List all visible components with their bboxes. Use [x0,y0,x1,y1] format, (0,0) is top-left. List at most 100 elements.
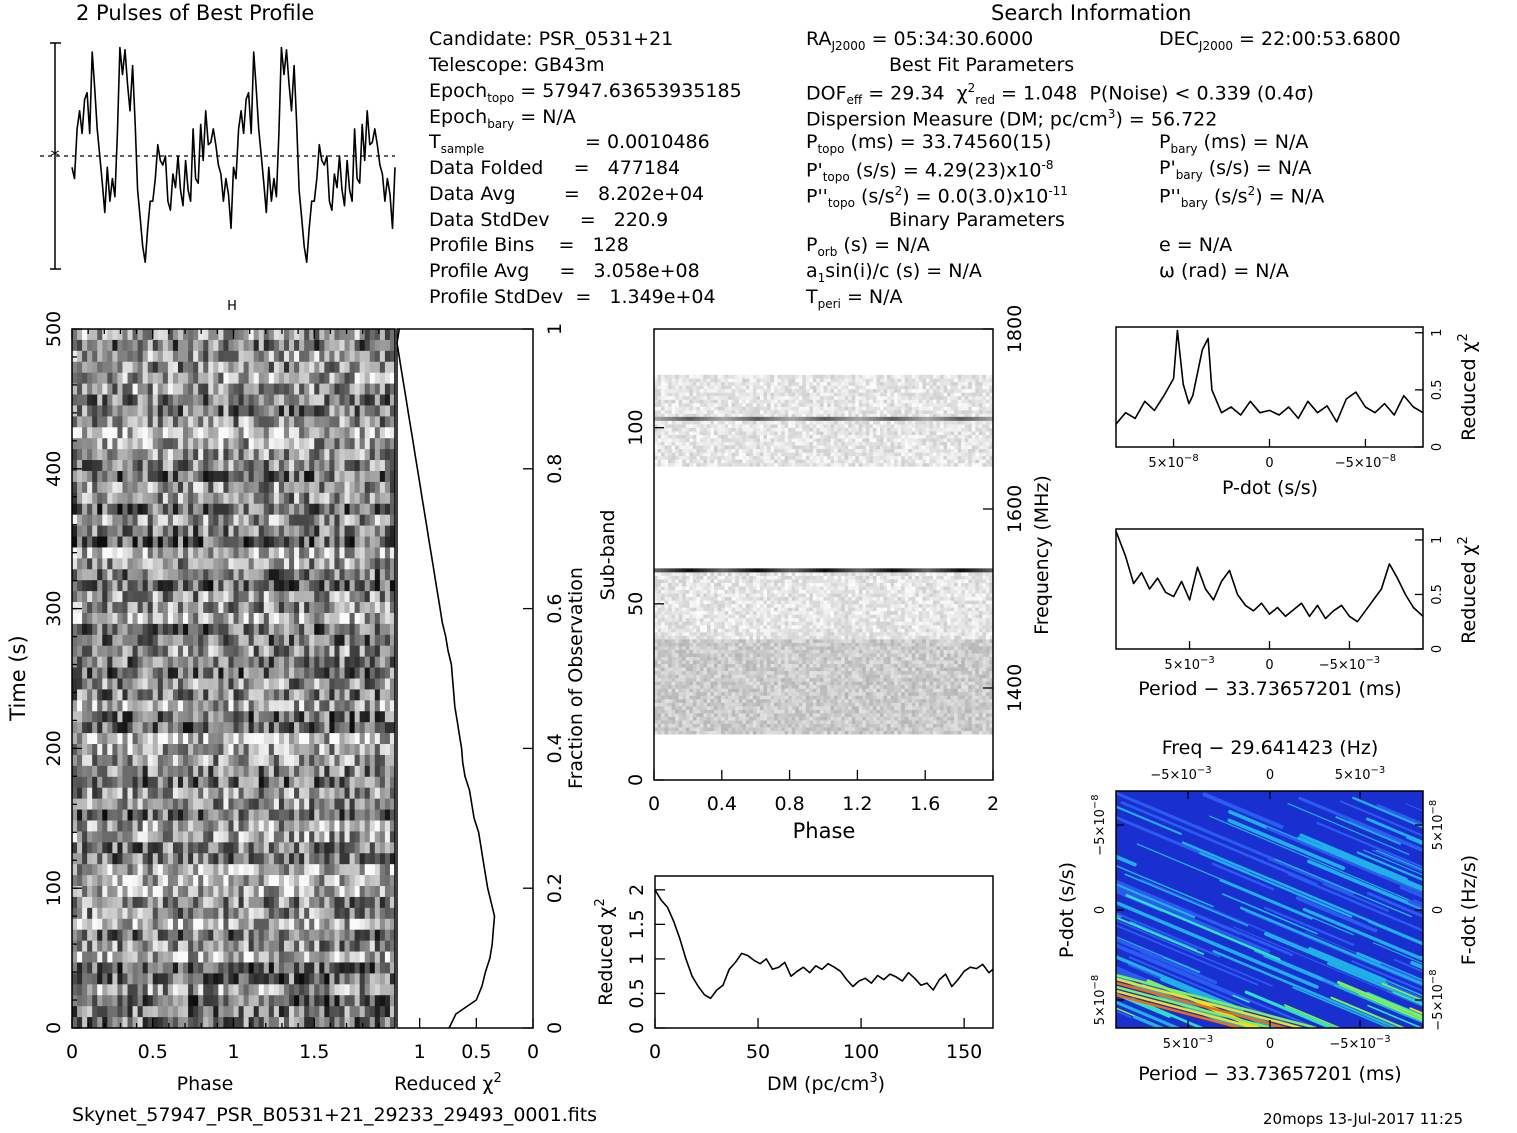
subband-cell [989,727,994,731]
time-phase-cell [172,798,179,810]
time-phase-cell [198,383,204,395]
time-phase-cell [193,951,199,963]
time-phase-cell [82,831,88,843]
subband-cell [862,727,867,731]
time-phase-cell [369,394,376,406]
subband-cell [721,716,725,721]
time-phase-cell [162,820,169,832]
time-phase-cell [299,612,305,625]
subband-cell [954,723,958,728]
time-phase-cell [198,918,204,931]
time-phase-cell [324,416,330,428]
subband-cell [805,713,810,717]
time-phase-cell [77,569,83,581]
time-phase-cell [127,700,133,712]
time-phase-cell [233,1006,239,1018]
time-phase-cell [177,591,184,603]
time-phase-cell [157,492,164,505]
time-phase-cell [283,744,290,756]
tsample-line: Tsample [429,131,485,156]
subband-cell [664,720,669,724]
time-phase-cell [72,492,78,505]
time-phase-cell [223,372,229,385]
time-phase-cell [142,569,149,581]
time-phase-cell [374,700,381,712]
time-phase-cell [283,831,290,843]
time-phase-cell [87,329,93,341]
time-phase-cell [132,776,139,789]
subband-cell [880,709,884,714]
time-phase-cell [157,645,164,658]
time-phase-cell [233,460,239,472]
time-phase-cell [319,416,325,428]
time-phase-cell [359,525,366,537]
subband-cell [911,706,916,710]
time-phase-cell [102,602,108,614]
time-phase-cell [304,623,310,636]
time-phase-cell [268,569,275,581]
time-phase-cell [354,733,361,745]
time-phase-cell [152,722,159,734]
time-phase-cell [77,765,83,778]
time-phase-cell [167,962,174,974]
time-phase-cell [157,427,164,439]
time-phase-xtick-label: 1 [227,1041,239,1063]
time-phase-cell [117,962,123,974]
time-phase-cell [238,1006,244,1018]
time-phase-cell [339,678,345,690]
time-phase-cell [344,536,350,548]
subband-cell [851,727,856,731]
time-phase-cell [82,350,88,363]
time-phase-cell [188,339,194,352]
time-phase-cell [268,656,275,668]
time-phase-cell [167,973,174,985]
time-phase-cell [258,875,265,887]
time-phase-cell [273,427,280,439]
time-phase-cell [283,547,290,559]
time-phase-cell [263,634,270,647]
time-phase-cell [213,864,219,876]
time-phase-cell [263,831,270,843]
time-phase-cell [384,569,391,581]
subband-cell [827,727,831,731]
time-phase-cell [344,831,350,843]
time-phase-cell [283,929,290,942]
time-phase-cell [97,350,103,363]
time-phase-cell [238,449,244,461]
time-phase-cell [107,481,113,494]
subband-cell [943,720,948,724]
time-phase-cell [188,492,194,505]
subband-cell [936,709,941,714]
time-phase-cell [92,569,98,581]
time-phase-cell [369,503,376,516]
time-phase-cell [334,940,340,952]
subband-cell [950,709,955,714]
time-phase-cell [203,733,209,745]
time-phase-cell [384,514,391,526]
time-phase-cell [364,536,371,548]
time-phase-cell [122,525,128,537]
time-phase-cell [147,809,154,821]
time-phase-cell [248,754,255,767]
time-phase-cell [248,525,255,537]
time-phase-cell [72,525,78,537]
time-phase-cell [289,896,295,909]
time-phase-cell [389,875,396,887]
time-phase-cell [132,427,139,439]
time-phase-cell [309,634,315,647]
time-phase-cell [263,427,270,439]
time-phase-cell [137,667,144,679]
time-phase-cell [283,973,290,985]
time-phase-cell [258,416,265,428]
time-phase-cell [177,1006,184,1018]
time-phase-cell [203,886,209,898]
time-phase-cell [117,525,123,537]
time-phase-cell [324,951,330,963]
time-phase-cell [107,460,113,472]
time-phase-cell [203,896,209,909]
time-phase-cell [359,798,366,810]
time-phase-cell [374,678,381,690]
time-phase-cell [188,973,194,985]
time-phase-cell [273,383,280,395]
